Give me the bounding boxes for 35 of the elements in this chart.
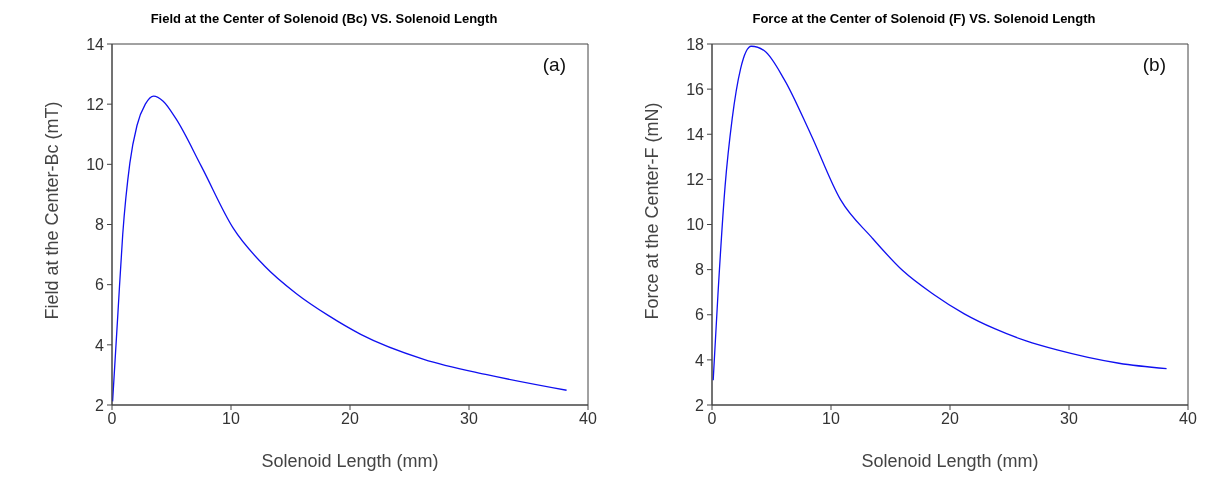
x-axis-title: Solenoid Length (mm) (861, 451, 1039, 471)
y-tick-label: 16 (686, 80, 705, 98)
y-tick-label: 4 (95, 336, 105, 354)
annotation: (b) (1142, 54, 1166, 76)
x-tick-label: 10 (822, 410, 840, 428)
y-tick-label: 6 (695, 306, 705, 324)
y-tick-label: 10 (86, 156, 105, 174)
y-tick-label: 18 (686, 35, 705, 53)
x-tick-label: 20 (341, 410, 359, 428)
x-tick-label: 40 (1179, 410, 1197, 428)
x-tick-label: 0 (107, 410, 117, 428)
y-tick-label: 6 (95, 276, 105, 294)
y-tick-label: 12 (86, 95, 105, 113)
y-tick-label: 2 (695, 396, 705, 414)
y-axis-title: Force at the Center-F (mN) (642, 102, 663, 320)
y-tick-label: 14 (86, 35, 105, 53)
x-tick-label: 0 (707, 410, 717, 428)
x-tick-label: 40 (579, 410, 597, 428)
x-axis-title: Solenoid Length (mm) (261, 451, 439, 471)
y-tick-label: 4 (695, 351, 705, 369)
y-tick-label: 12 (686, 171, 705, 189)
x-tick-label: 30 (1060, 410, 1078, 428)
annotation: (a) (542, 54, 566, 76)
x-tick-label: 30 (460, 410, 478, 428)
y-tick-label: 8 (695, 261, 705, 279)
y-tick-label: 2 (95, 396, 105, 414)
x-tick-label: 20 (941, 410, 959, 428)
chart-title: Force at the Center of Solenoid (F) VS. Solenoid Length (751, 10, 1097, 28)
y-tick-label: 14 (686, 125, 705, 143)
chart-title: Field at the Center of Solenoid (Bc) VS. Solenoid Length (149, 10, 499, 28)
line-series (712, 45, 1168, 381)
y-axis-title: Field at the Center-Bc (mT) (42, 101, 63, 320)
x-tick-label: 10 (222, 410, 240, 428)
y-tick-label: 8 (95, 216, 105, 234)
y-tick-label: 10 (686, 216, 705, 234)
